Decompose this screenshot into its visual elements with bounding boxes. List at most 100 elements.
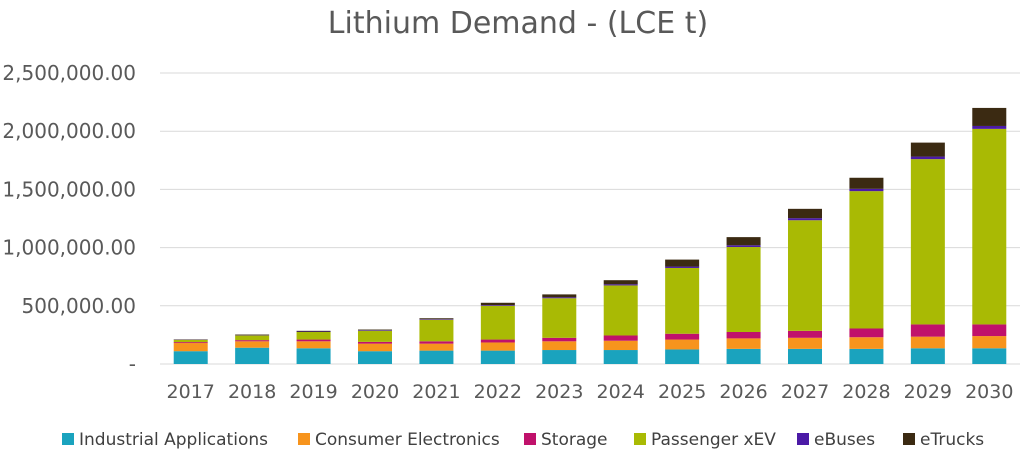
bar-segment-consumer-electronics <box>603 340 638 351</box>
bar-segment-passenger-xev <box>603 285 638 336</box>
legend-label: eTrucks <box>920 430 984 450</box>
x-tick-label: 2018 <box>228 381 276 403</box>
x-tick-label: 2026 <box>719 381 767 403</box>
x-axis-ticks: 2017 2018 2019 2020 2021 2022 2023 2024 2025 2026… <box>167 381 1014 403</box>
bar-segment-passenger-xev <box>910 159 945 325</box>
bar-segment-storage <box>726 331 761 339</box>
bar-segment-ebuses <box>542 297 577 299</box>
bar-segment-storage <box>235 340 270 342</box>
bar-segment-passenger-xev <box>849 191 884 329</box>
bar-segment-etrucks <box>358 329 392 331</box>
bar-segment-storage <box>480 339 515 343</box>
x-tick-label: 2020 <box>351 381 399 403</box>
bar-segment-passenger-xev <box>726 247 761 332</box>
legend-item: Industrial Applications <box>62 430 268 450</box>
bar-segment-consumer-electronics <box>726 338 761 349</box>
bar-segment-consumer-electronics <box>173 343 208 352</box>
x-tick-label: 2022 <box>474 381 522 403</box>
bar-segment-etrucks <box>419 318 454 320</box>
bar-segment-consumer-electronics <box>972 336 1007 349</box>
x-tick-label: 2029 <box>904 381 952 403</box>
y-tick-label: 2,000,000.00 <box>2 119 136 143</box>
bar-segment-consumer-electronics <box>419 343 454 351</box>
legend-label: eBuses <box>814 430 875 450</box>
bar-stack-2020 <box>358 329 392 364</box>
bar-segment-industrial-applications <box>972 348 1007 364</box>
bar-segment-consumer-electronics <box>788 337 822 349</box>
bar-segment-etrucks <box>603 280 638 285</box>
bar-segment-industrial-applications <box>358 351 392 364</box>
chart-title: Lithium Demand - (LCE t) <box>328 6 708 41</box>
bar-segment-passenger-xev <box>358 330 392 342</box>
legend-swatch <box>298 433 310 445</box>
bar-segment-passenger-xev <box>788 220 822 331</box>
bar-segment-passenger-xev <box>173 339 208 343</box>
legend-item: Storage <box>524 430 608 450</box>
bar-segment-ebuses <box>358 330 392 331</box>
bar-segment-storage <box>358 341 392 344</box>
legend-swatch <box>524 433 536 445</box>
legend-label: Industrial Applications <box>79 430 268 450</box>
bar-segment-etrucks <box>910 142 945 157</box>
bar-segment-storage <box>296 339 331 342</box>
bar-segment-etrucks <box>235 334 270 336</box>
x-tick-label: 2025 <box>658 381 706 403</box>
legend-item: Passenger xEV <box>634 430 776 450</box>
gridlines <box>160 72 1020 365</box>
bar-segment-consumer-electronics <box>910 336 945 349</box>
bar-stack-2022 <box>480 302 515 364</box>
bar-segment-industrial-applications <box>726 348 761 364</box>
bar-segment-ebuses <box>972 125 1007 129</box>
bar-stack-2027 <box>788 208 822 364</box>
bar-segment-passenger-xev <box>665 267 700 334</box>
bar-stack-2018 <box>235 334 270 364</box>
bar-segment-passenger-xev <box>542 298 577 338</box>
bar-segment-industrial-applications <box>542 350 577 364</box>
bar-segment-industrial-applications <box>173 351 208 364</box>
bar-segment-industrial-applications <box>419 350 454 364</box>
bar-segment-passenger-xev <box>235 335 270 341</box>
y-axis-ticks: - 500,000.00 1,000,000.00 1,500,000.00 2,000… <box>2 61 136 376</box>
legend-label: Consumer Electronics <box>315 430 500 450</box>
legend-item: Consumer Electronics <box>298 430 500 450</box>
y-tick-label: 2,500,000.00 <box>2 61 136 85</box>
x-tick-label: 2021 <box>412 381 460 403</box>
x-tick-label: 2030 <box>965 381 1013 403</box>
bar-segment-storage <box>603 335 638 341</box>
bar-segment-ebuses <box>603 284 638 286</box>
x-tick-label: 2017 <box>167 381 215 403</box>
bar-segment-passenger-xev <box>972 128 1007 325</box>
bar-segment-etrucks <box>726 237 761 246</box>
bar-segment-storage <box>910 324 945 337</box>
bar-segment-ebuses <box>788 218 822 221</box>
x-tick-label: 2019 <box>289 381 337 403</box>
bar-segment-ebuses <box>665 266 700 268</box>
bar-segment-industrial-applications <box>480 350 515 364</box>
bar-segment-storage <box>173 342 208 344</box>
bar-segment-etrucks <box>849 177 884 189</box>
x-tick-label: 2023 <box>535 381 583 403</box>
bar-segment-ebuses <box>910 156 945 160</box>
bar-segment-etrucks <box>480 302 515 306</box>
bar-segment-consumer-electronics <box>358 343 392 352</box>
bar-segment-etrucks <box>296 330 331 332</box>
bar-segment-passenger-xev <box>419 319 454 342</box>
legend-swatch <box>634 433 646 445</box>
bar-segment-industrial-applications <box>235 347 270 364</box>
legend-swatch <box>797 433 809 445</box>
bar-segment-industrial-applications <box>788 348 822 364</box>
bar-segment-consumer-electronics <box>480 342 515 351</box>
bar-segment-consumer-electronics <box>542 341 577 351</box>
bar-segment-consumer-electronics <box>665 339 700 350</box>
y-tick-label: - <box>129 352 136 376</box>
legend-item: eBuses <box>797 430 875 450</box>
bar-segment-etrucks <box>972 107 1007 126</box>
bar-segment-ebuses <box>419 319 454 320</box>
bar-stack-2023 <box>542 294 577 364</box>
bar-segment-consumer-electronics <box>296 341 331 349</box>
bar-segment-industrial-applications <box>603 350 638 364</box>
y-tick-label: 1,500,000.00 <box>2 177 136 201</box>
legend-swatch <box>903 433 915 445</box>
bar-stack-2026 <box>726 237 761 364</box>
